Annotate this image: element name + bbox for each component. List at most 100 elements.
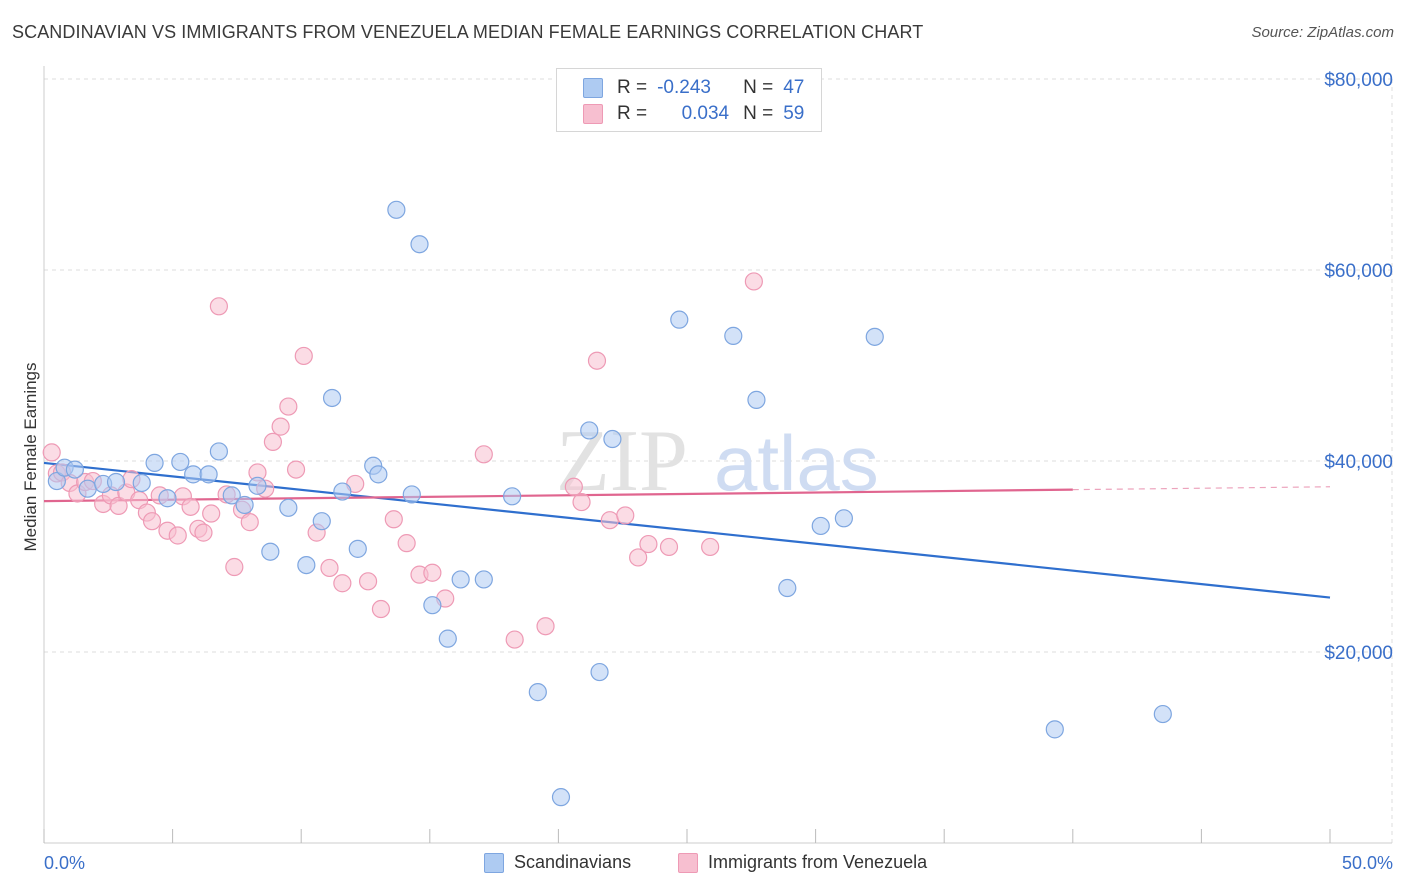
venezuela-point <box>279 397 298 416</box>
legend-label: Scandinavians <box>514 852 632 872</box>
scandinavians-point <box>235 495 254 515</box>
scandinavians-point <box>474 570 493 589</box>
venezuela-point <box>659 537 679 557</box>
venezuela-point <box>358 572 378 591</box>
legend-stats: R = -0.243 N = 47 R = 0.034 N = 59 <box>556 68 822 132</box>
venezuela-point <box>564 477 583 496</box>
venezuela-point <box>142 512 162 531</box>
venezuela-point <box>600 511 619 530</box>
n-label: N = <box>743 103 774 124</box>
scandinavians-point <box>1045 720 1064 739</box>
scandinavians-point <box>261 542 280 561</box>
scandinavians-point <box>503 487 522 506</box>
scandinavians-swatch <box>583 78 603 98</box>
venezuela-point <box>572 492 591 512</box>
legend-stats-row-scandinavians: R = -0.243 N = 47 <box>583 75 804 101</box>
venezuela-point <box>744 272 763 291</box>
n-value: 47 <box>783 77 805 98</box>
venezuela-point <box>474 445 493 464</box>
scandinavians-point <box>865 327 884 346</box>
venezuela-point <box>320 558 339 578</box>
scandinavians-point <box>438 629 457 648</box>
venezuela-trend-extension <box>1072 486 1331 491</box>
scandinavians-point <box>171 452 190 472</box>
venezuela-point <box>423 563 442 582</box>
scandinavians-point <box>423 596 442 615</box>
venezuela-point <box>225 557 244 577</box>
scandinavians-point <box>145 453 164 473</box>
tick-labels: $20,000 $40,000 $60,000 $80,000 0.0% 50.0% <box>44 70 1393 873</box>
venezuela-point <box>629 548 648 567</box>
legend-item-scandinavians: Scandinavians <box>484 852 631 873</box>
y-tick-label: $20,000 <box>1324 643 1393 664</box>
venezuela-point <box>384 510 403 529</box>
scandinavians-point <box>580 421 599 440</box>
scandinavians-point <box>348 539 367 558</box>
scandinavians-point <box>590 662 609 682</box>
venezuela-point <box>194 523 213 542</box>
data-points <box>42 200 1172 807</box>
scandinavians-point <box>528 683 547 702</box>
scandinavians-point <box>387 200 406 219</box>
venezuela-point <box>263 432 283 451</box>
venezuela-point <box>109 496 128 515</box>
scandinavians-point <box>297 555 316 575</box>
scandinavians-point <box>778 578 797 598</box>
scandinavians-point <box>451 570 470 589</box>
r-label: R = <box>617 103 648 124</box>
venezuela-point <box>333 574 352 593</box>
n-label: N = <box>743 77 774 98</box>
venezuela-trend-line <box>43 488 1073 503</box>
r-value: -0.243 <box>657 77 711 98</box>
legend-item-venezuela: Immigrants from Venezuela <box>678 852 927 873</box>
scandinavians-point <box>402 485 421 504</box>
scandinavians-point <box>834 509 853 528</box>
scandinavians-point <box>47 471 66 491</box>
scandinavians-point <box>333 482 352 501</box>
scandinavians-point <box>551 788 571 807</box>
scandinavians-swatch <box>484 852 504 873</box>
scandinavians-point <box>184 465 203 484</box>
r-value: 0.034 <box>681 103 730 124</box>
y-tick-label: $60,000 <box>1324 261 1393 282</box>
venezuela-point <box>271 417 290 436</box>
venezuela-point <box>536 617 555 636</box>
venezuela-point <box>587 351 607 370</box>
venezuela-swatch <box>678 852 698 873</box>
venezuela-point <box>286 460 306 479</box>
legend-stats-row-venezuela: R = 0.034 N = 59 <box>583 101 804 127</box>
scandinavians-point <box>279 498 298 517</box>
scandinavians-point <box>322 388 342 408</box>
scandinavians-point <box>811 516 830 536</box>
scandinavians-point <box>410 235 429 254</box>
r-label: R = <box>617 77 648 98</box>
x-tick-label: 0.0% <box>44 853 85 873</box>
y-axis-title: Median Female Earnings <box>21 363 40 552</box>
scandinavians-point <box>1153 704 1172 724</box>
venezuela-point <box>397 534 416 553</box>
scandinavians-point <box>209 442 228 461</box>
scandinavians-point <box>106 472 126 492</box>
venezuela-swatch <box>583 104 603 124</box>
scandinavians-point <box>369 465 388 484</box>
source-label: Source: ZipAtlas.com <box>1251 24 1394 41</box>
venezuela-point <box>639 534 658 554</box>
x-tick-label: 50.0% <box>1342 853 1393 873</box>
legend-series: Scandinavians Immigrants from Venezuela <box>0 852 1406 876</box>
venezuela-point <box>701 537 720 557</box>
scandinavians-point <box>724 326 743 345</box>
venezuela-point <box>168 526 187 545</box>
scandinavians-point <box>78 479 97 498</box>
venezuela-point <box>294 346 313 366</box>
venezuela-point <box>202 504 221 523</box>
n-value: 59 <box>783 103 805 124</box>
scandinavians-point <box>158 489 177 508</box>
scandinavians-point <box>670 310 689 329</box>
venezuela-point <box>181 497 200 516</box>
scandinavians-point <box>199 465 218 484</box>
venezuela-point <box>371 599 391 619</box>
venezuela-point <box>616 506 635 525</box>
scandinavians-point <box>747 390 766 409</box>
scandinavians-point <box>248 476 267 495</box>
